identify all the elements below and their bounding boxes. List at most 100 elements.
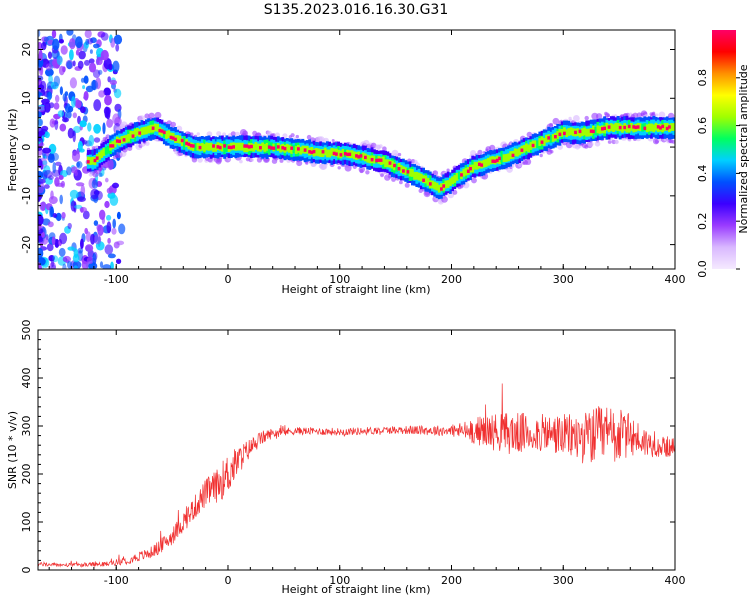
noise-blob (59, 123, 67, 132)
noise-blob (107, 237, 111, 244)
ridge-cell (424, 175, 428, 184)
noise-blob (85, 231, 91, 243)
ridge-cell (578, 129, 582, 138)
ridge-cell (466, 169, 470, 173)
noise-blob (61, 212, 66, 219)
noise-blob (103, 58, 112, 70)
ridge-cell (585, 128, 589, 137)
noise-blob (38, 178, 46, 184)
ridge-cell (162, 130, 166, 135)
ridge-cell (332, 151, 336, 156)
noise-blob (66, 61, 73, 70)
ridge-cell (419, 173, 423, 182)
ridge-cell (147, 125, 150, 134)
noise-blob (55, 161, 62, 166)
ridge-cell (457, 171, 461, 180)
noise-blob (77, 196, 86, 202)
ridge-cell (574, 130, 577, 135)
ridge-cell (527, 144, 530, 153)
x-tick-label: -100 (104, 574, 129, 587)
ridge-cell (576, 128, 580, 136)
ridge-cell (509, 151, 513, 159)
ridge-cell (650, 123, 653, 132)
ridge-cell (261, 142, 264, 151)
ridge-cell (404, 167, 408, 176)
ridge-cell (323, 147, 327, 156)
ridge-cell (569, 127, 573, 136)
noise-blob (38, 84, 45, 91)
y-tick-label: -20 (20, 236, 33, 254)
ridge-cell (145, 126, 148, 135)
halo-point (318, 136, 325, 143)
ridge-cell (388, 161, 392, 165)
noise-blob (113, 34, 123, 45)
ridge-cell (475, 161, 479, 170)
ridge-cell (167, 130, 171, 139)
ridge-cell (563, 131, 566, 136)
ridge-cell (402, 169, 405, 173)
noise-blob (99, 261, 104, 268)
noise-blob (38, 58, 44, 68)
y-tick-label: 0 (20, 567, 33, 574)
noise-blob (38, 146, 43, 152)
ridge-cell (484, 159, 488, 167)
halo-point (652, 111, 656, 115)
halo-point (573, 115, 580, 122)
ridge-cell (337, 149, 340, 158)
halo-point (654, 139, 659, 144)
halo-point (636, 112, 642, 118)
x-tick-label: 0 (224, 574, 231, 587)
spectrogram-x-axis-title: Height of straight line (km) (281, 283, 430, 296)
ridge-cell (589, 129, 593, 133)
ridge-cell (554, 135, 557, 139)
noise-blob (88, 58, 95, 64)
noise-blob (93, 123, 101, 134)
halo-point (606, 114, 610, 118)
ridge-cell (93, 158, 97, 163)
noise-blob (74, 99, 82, 109)
noise-blob (41, 98, 50, 105)
halo-point (331, 139, 335, 142)
noise-blob (111, 227, 117, 235)
ridge-cell (279, 144, 282, 153)
noise-blob (92, 252, 97, 265)
noise-blob (83, 75, 89, 84)
ridge-cell (464, 167, 468, 176)
ridge-cell (212, 144, 215, 152)
ridge-cell (247, 145, 251, 149)
ridge-cell (243, 144, 247, 148)
ridge-cell (665, 126, 669, 131)
ridge-cell (670, 123, 673, 131)
ridge-cell (520, 148, 524, 152)
ridge-cell (98, 152, 101, 160)
colorbar: 0.0 0.2 0.4 0.6 0.8 Normalized spectral ampl… (696, 30, 750, 278)
noise-blob (53, 75, 61, 87)
noise-blob (104, 200, 110, 209)
noise-blob (67, 127, 74, 139)
ridge-cell (630, 123, 633, 131)
halo-point (275, 132, 280, 138)
spectrogram-marks (38, 30, 675, 269)
colorbar-ticks: 0.0 0.2 0.4 0.6 0.8 (696, 69, 740, 278)
ridge-cell (639, 123, 642, 132)
ridge-cell (348, 152, 352, 156)
noise-blob (50, 190, 54, 200)
ridge-cell (180, 138, 184, 143)
ridge-cell (357, 155, 361, 159)
ridge-cell (292, 145, 296, 154)
ridge-cell (368, 155, 372, 164)
noise-blob (47, 51, 53, 59)
noise-blob (69, 77, 77, 89)
noise-blob (93, 220, 99, 226)
noise-blob (38, 118, 44, 127)
y-tick-label: 0 (20, 144, 33, 151)
snr-frame (37, 329, 676, 571)
noise-blob (58, 39, 64, 44)
ridge-cell (480, 163, 484, 167)
noise-blob (90, 79, 99, 91)
ridge-cell (321, 150, 325, 154)
noise-blob (80, 238, 84, 250)
ridge-cell (533, 140, 537, 149)
noise-blob (69, 189, 79, 199)
